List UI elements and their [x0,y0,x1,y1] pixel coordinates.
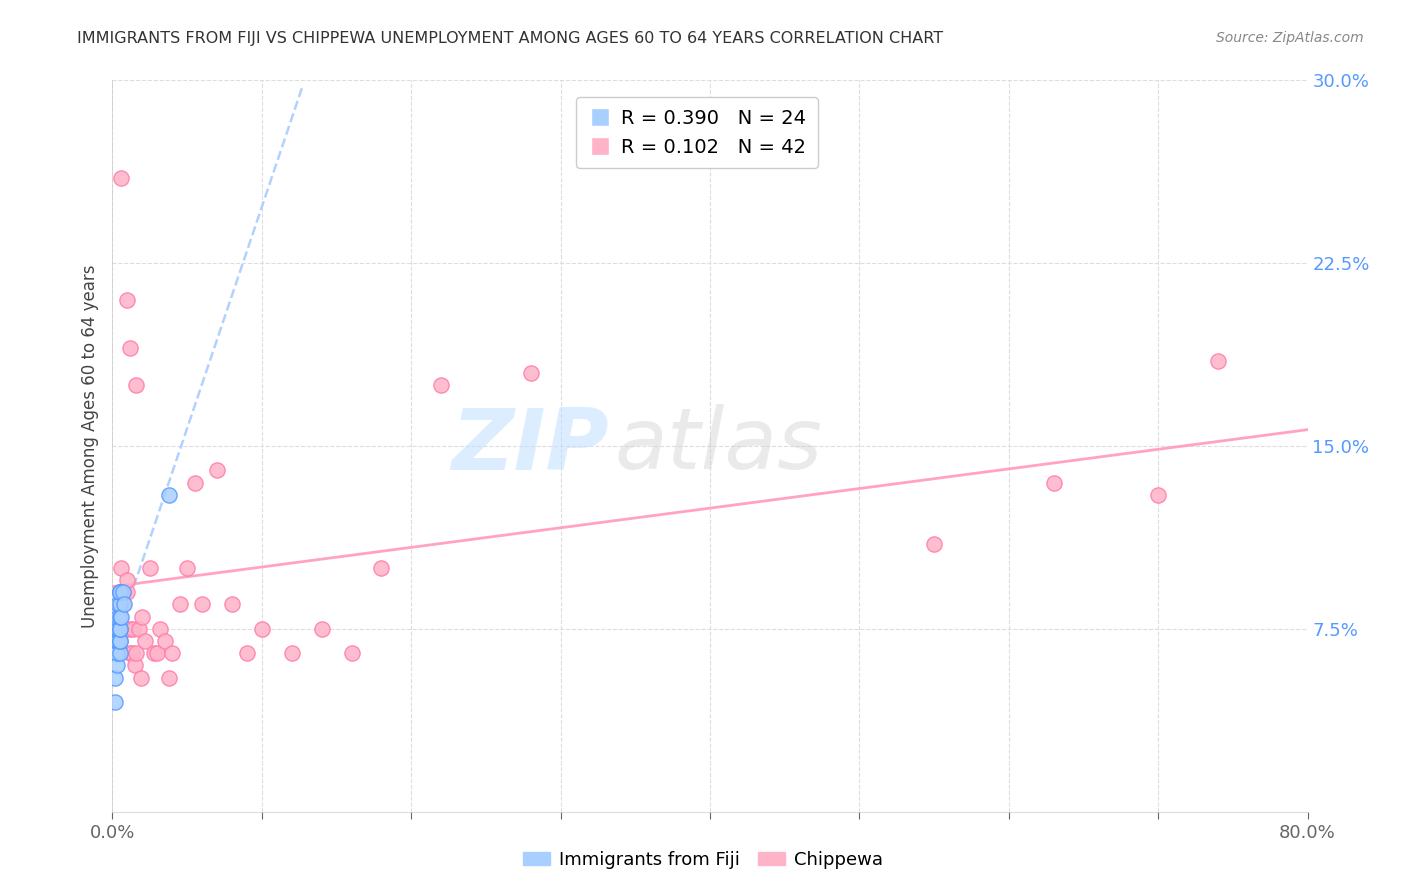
Point [128,622,150,636]
Point [236,646,259,660]
Point [114,585,135,599]
Point [111,598,134,612]
Point [1042,475,1064,490]
Point [108,634,131,648]
Y-axis label: Unemployment Among Ages 60 to 64 years: Unemployment Among Ages 60 to 64 years [80,264,98,628]
Point [281,646,304,660]
Point [157,671,180,685]
Point [311,622,333,636]
Point [340,646,363,660]
Point [250,622,273,636]
Point [105,634,128,648]
Point [107,598,129,612]
Point [105,658,128,673]
Point [176,561,198,575]
Point [104,671,127,685]
Point [191,598,214,612]
Point [117,585,139,599]
Point [117,573,139,587]
Point [107,622,129,636]
Point [131,609,153,624]
Text: Source: ZipAtlas.com: Source: ZipAtlas.com [1216,31,1364,45]
Point [205,463,228,477]
Point [149,622,172,636]
Point [107,622,129,636]
Legend: R = 0.390   N = 24, R = 0.102   N = 42: R = 0.390 N = 24, R = 0.102 N = 42 [576,97,818,169]
Text: ZIP: ZIP [451,404,609,488]
Point [129,671,152,685]
Legend: Immigrants from Fiji, Chippewa: Immigrants from Fiji, Chippewa [516,844,890,876]
Point [108,622,131,636]
Point [157,488,180,502]
Point [1147,488,1170,502]
Point [134,634,156,648]
Point [110,609,132,624]
Point [125,378,148,392]
Point [125,646,148,660]
Point [110,170,132,185]
Point [107,634,129,648]
Point [108,598,131,612]
Point [520,366,543,380]
Point [108,646,131,660]
Point [108,585,131,599]
Point [370,561,392,575]
Point [114,598,135,612]
Point [108,585,131,599]
Point [430,378,453,392]
Text: IMMIGRANTS FROM FIJI VS CHIPPEWA UNEMPLOYMENT AMONG AGES 60 TO 64 YEARS CORRELAT: IMMIGRANTS FROM FIJI VS CHIPPEWA UNEMPLO… [77,31,943,46]
Point [120,342,142,356]
Point [183,475,205,490]
Point [108,622,131,636]
Point [108,585,131,599]
Point [1206,353,1229,368]
Point [111,585,134,599]
Point [121,646,143,660]
Text: atlas: atlas [614,404,823,488]
Point [104,695,127,709]
Point [122,622,145,636]
Point [108,585,131,599]
Point [169,598,191,612]
Point [107,609,129,624]
Point [146,646,169,660]
Point [110,561,132,575]
Point [120,622,142,636]
Point [105,646,128,660]
Point [120,646,142,660]
Point [153,634,176,648]
Point [115,622,138,636]
Point [108,634,131,648]
Point [124,658,146,673]
Point [117,293,139,307]
Point [108,609,131,624]
Point [139,561,162,575]
Point [221,598,243,612]
Point [162,646,183,660]
Point [922,536,945,550]
Point [143,646,166,660]
